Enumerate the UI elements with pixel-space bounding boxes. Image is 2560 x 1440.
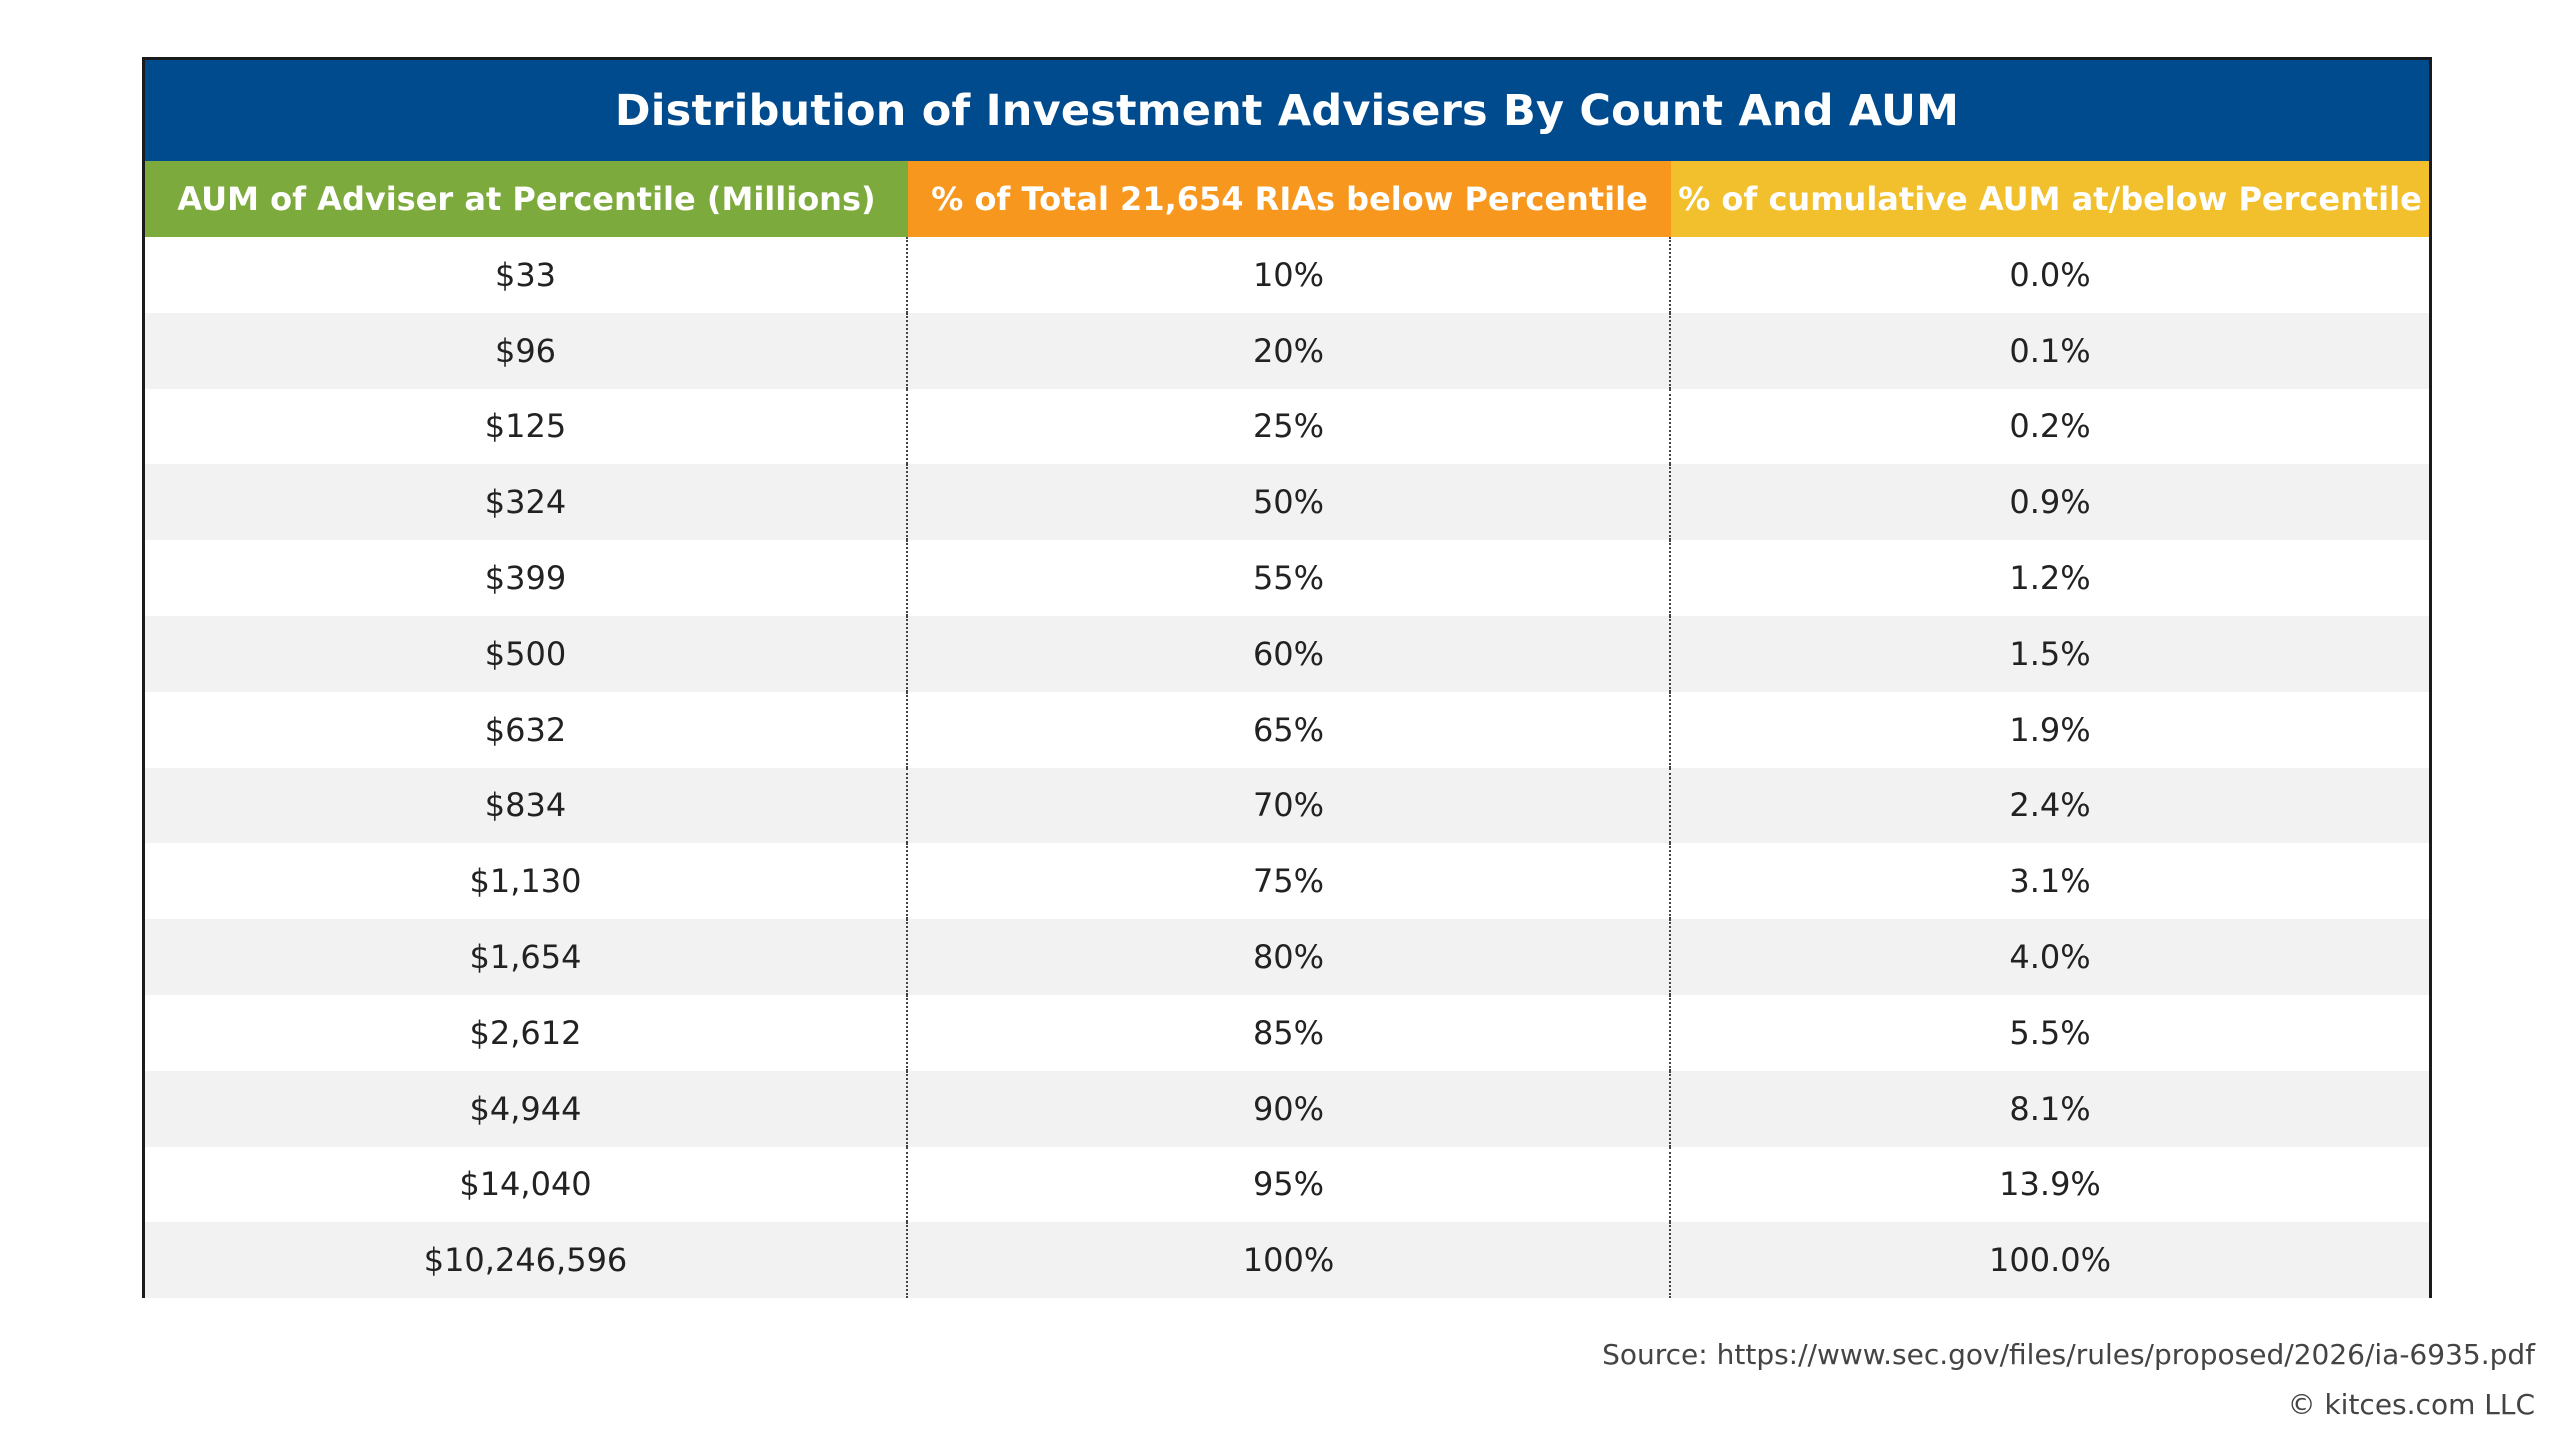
pct-rias-cell: 65% <box>908 691 1671 768</box>
pct-cumulative-aum-cell: 2.4% <box>2009 786 2091 825</box>
pct-rias-cell: 25% <box>908 388 1671 465</box>
copyright-note: © kitces.com LLC <box>2287 1388 2535 1421</box>
table-row: $10,246,596 100% 100.0% <box>145 1222 2429 1299</box>
table-row: $500 60% 1.5% <box>145 615 2429 692</box>
aum-cell: $1,654 <box>145 919 908 995</box>
source-note: Source: https://www.sec.gov/files/rules/… <box>1602 1338 2535 1371</box>
pct-cumulative-aum-cell: 1.5% <box>2009 634 2091 673</box>
table-row: $834 70% 2.4% <box>145 767 2429 844</box>
table-row: $1,654 80% 4.0% <box>145 919 2429 995</box>
pct-rias-cell: 60% <box>908 615 1671 692</box>
table-row: $125 25% 0.2% <box>145 388 2429 465</box>
aum-cell: $10,246,596 <box>145 1222 908 1299</box>
aum-cell: $96 <box>145 312 908 389</box>
pct-rias-cell: 50% <box>908 464 1671 541</box>
table-body: $33 10% 0.0% $96 20% 0.1% $125 25% 0.2% $324 50% 0.… <box>145 237 2429 1299</box>
pct-cumulative-aum-cell: 0.1% <box>2009 331 2091 370</box>
aum-cell: $324 <box>145 464 908 541</box>
pct-cumulative-aum-cell: 1.9% <box>2009 710 2091 749</box>
aum-cell: $500 <box>145 615 908 692</box>
table-row: $632 65% 1.9% <box>145 691 2429 768</box>
pct-cumulative-aum-cell: 13.9% <box>1999 1165 2101 1204</box>
table-row: $399 55% 1.2% <box>145 540 2429 616</box>
aum-cell: $1,130 <box>145 843 908 920</box>
pct-rias-cell: 75% <box>908 843 1671 920</box>
table-row: $4,944 90% 8.1% <box>145 1070 2429 1147</box>
table-row: $324 50% 0.9% <box>145 464 2429 541</box>
pct-cumulative-aum-cell: 5.5% <box>2009 1013 2091 1052</box>
table-title: Distribution of Investment Advisers By C… <box>145 60 2429 161</box>
aum-cell: $2,612 <box>145 994 908 1071</box>
pct-rias-cell: 55% <box>908 540 1671 616</box>
pct-rias-cell: 20% <box>908 312 1671 389</box>
aum-cell: $33 <box>145 237 908 313</box>
table-row: $1,130 75% 3.1% <box>145 843 2429 920</box>
pct-cumulative-aum-cell: 0.0% <box>2009 255 2091 294</box>
table-row: $14,040 95% 13.9% <box>145 1146 2429 1223</box>
pct-cumulative-aum-cell: 4.0% <box>2009 938 2091 977</box>
table-row: $2,612 85% 5.5% <box>145 994 2429 1071</box>
pct-rias-cell: 80% <box>908 919 1671 995</box>
aum-cell: $632 <box>145 691 908 768</box>
aum-cell: $125 <box>145 388 908 465</box>
aum-cell: $14,040 <box>145 1146 908 1223</box>
pct-cumulative-aum-cell: 1.2% <box>2009 559 2091 598</box>
adviser-distribution-table: Distribution of Investment Advisers By C… <box>142 57 2432 1299</box>
pct-rias-cell: 95% <box>908 1146 1671 1223</box>
pct-cumulative-aum-cell: 0.2% <box>2009 407 2091 446</box>
pct-rias-cell: 70% <box>908 767 1671 844</box>
pct-cumulative-aum-cell: 100.0% <box>1988 1241 2111 1280</box>
pct-cumulative-aum-cell: 0.9% <box>2009 483 2091 522</box>
aum-cell: $399 <box>145 540 908 616</box>
header-pct-cumulative-aum: % of cumulative AUM at/below Percentile <box>1671 161 2429 237</box>
table-row: $33 10% 0.0% <box>145 237 2429 313</box>
header-pct-total-rias: % of Total 21,654 RIAs below Percentile <box>908 161 1671 237</box>
pct-rias-cell: 90% <box>908 1070 1671 1147</box>
header-aum-percentile: AUM of Adviser at Percentile (Millions) <box>145 161 908 237</box>
pct-rias-cell: 100% <box>908 1222 1671 1299</box>
aum-cell: $834 <box>145 767 908 844</box>
pct-rias-cell: 10% <box>908 237 1671 313</box>
table-row: $96 20% 0.1% <box>145 312 2429 389</box>
pct-cumulative-aum-cell: 3.1% <box>2009 862 2091 901</box>
pct-rias-cell: 85% <box>908 994 1671 1071</box>
aum-cell: $4,944 <box>145 1070 908 1147</box>
pct-cumulative-aum-cell: 8.1% <box>2009 1089 2091 1128</box>
header-row: AUM of Adviser at Percentile (Millions) … <box>145 161 2429 237</box>
